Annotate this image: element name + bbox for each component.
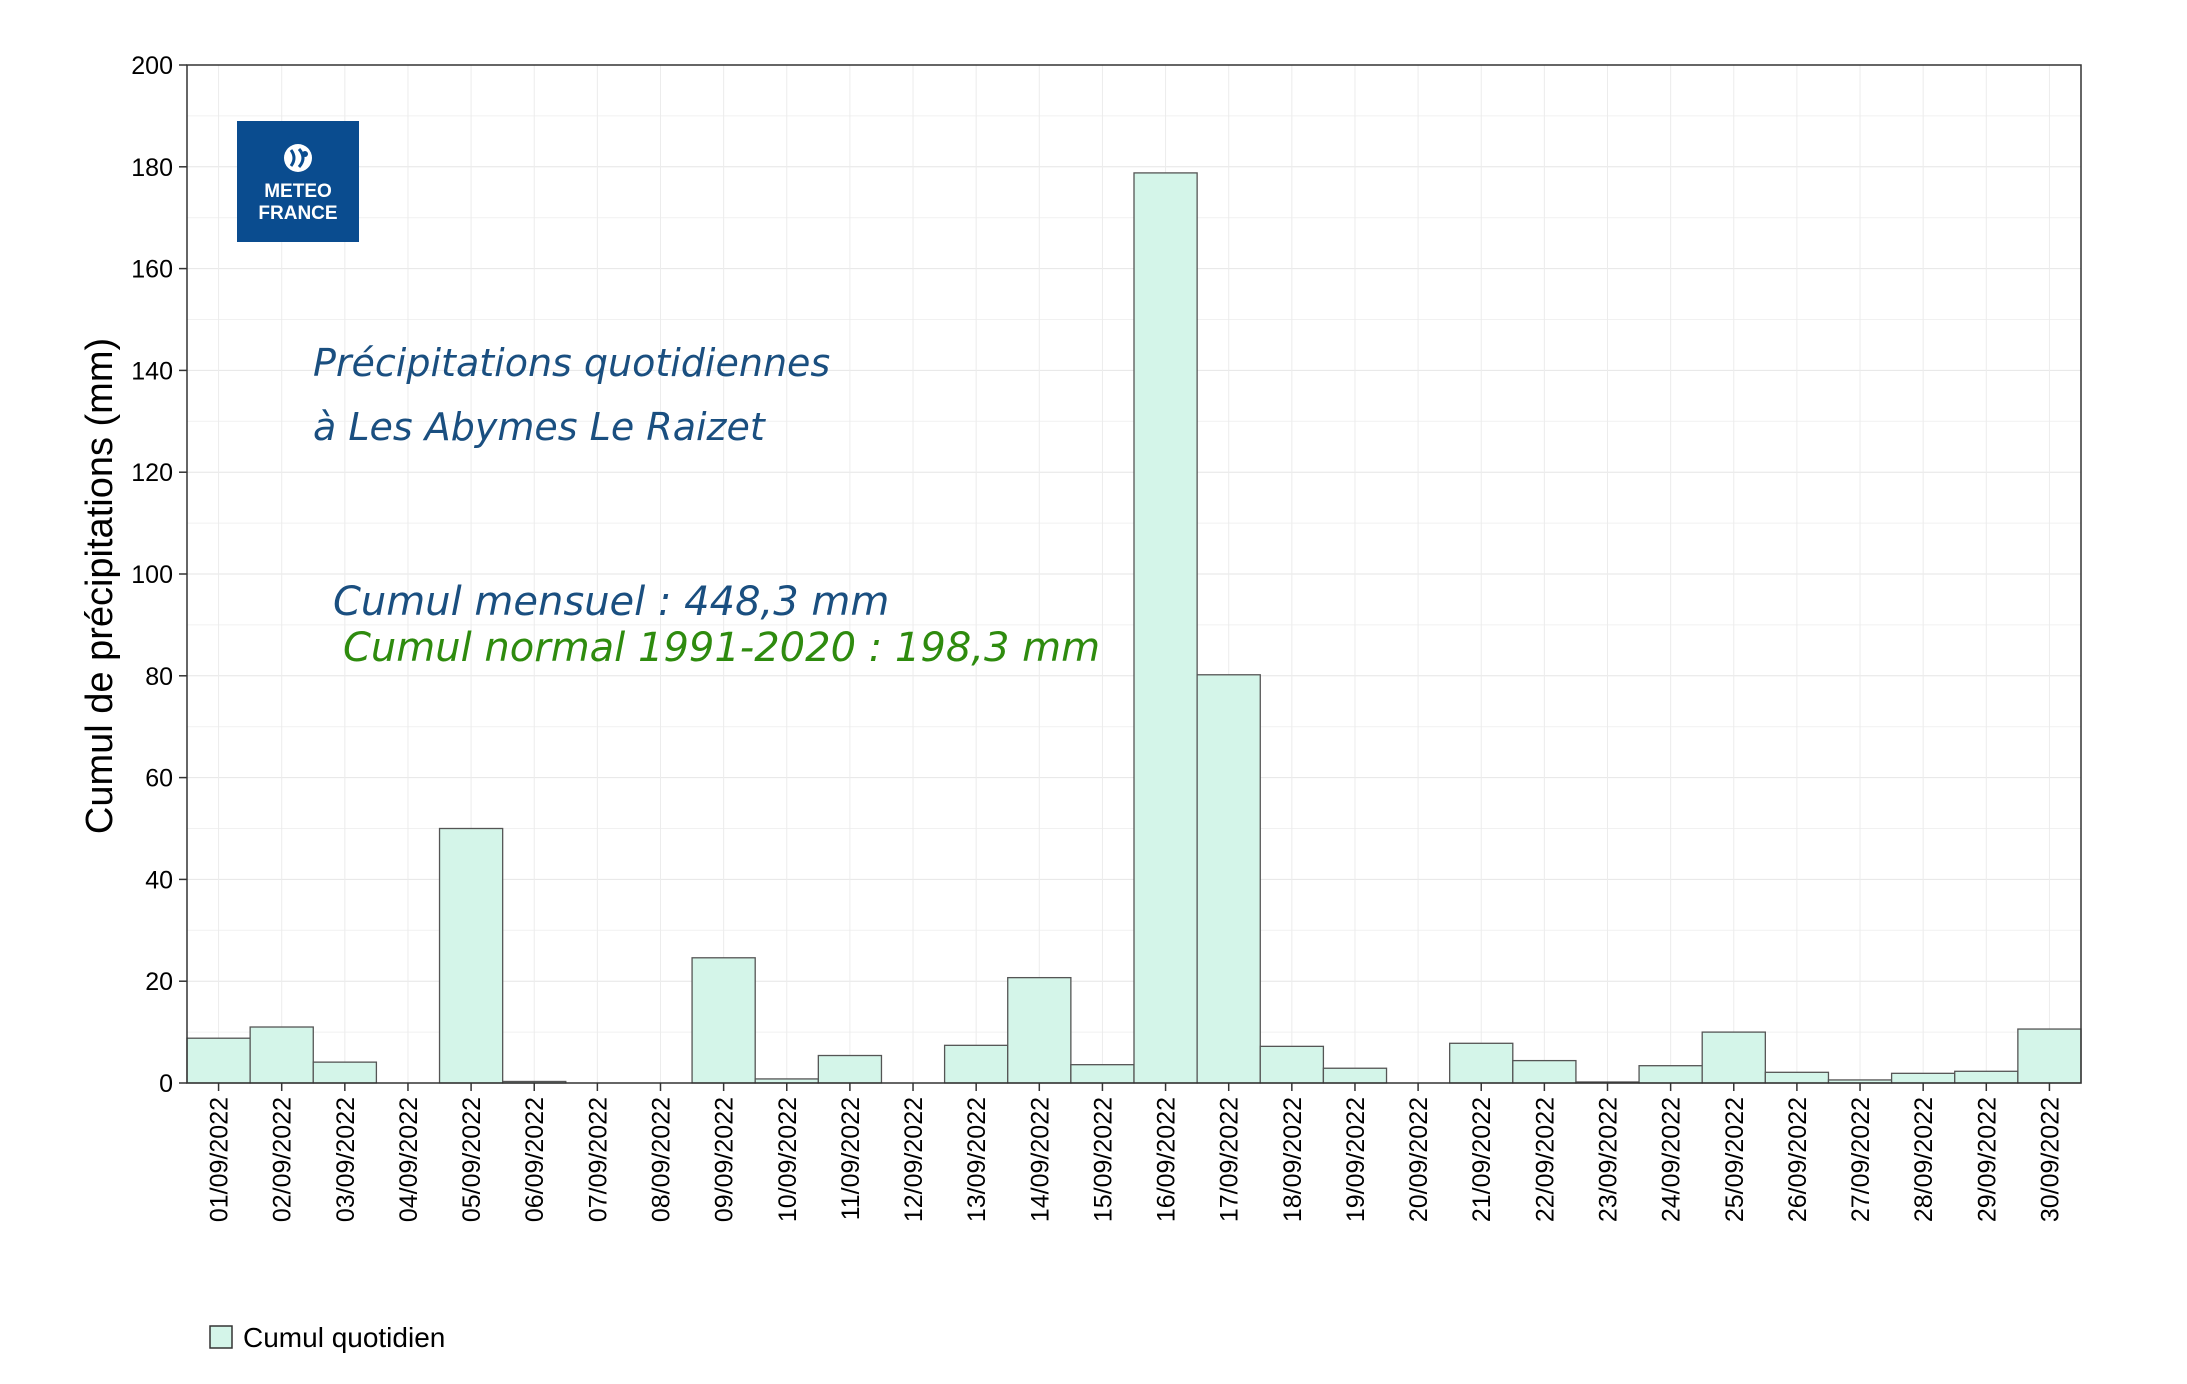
y-tick-label: 20: [145, 968, 173, 996]
bar: [1449, 1042, 1514, 1084]
monthly-total-annotation: Cumul mensuel : 448,3 mm: [333, 579, 889, 625]
y-tick-label: 100: [131, 561, 173, 589]
y-tick-label: 0: [159, 1070, 173, 1098]
bar: [943, 1044, 1009, 1084]
bar: [1196, 674, 1261, 1084]
x-tick-label: 14/09/2022: [1026, 1097, 1054, 1222]
x-axis: 01/09/2022 02/09/2022 03/09/2022 04/09/2022…: [206, 1083, 2064, 1222]
bar: [249, 1026, 314, 1084]
x-tick-label: 24/09/2022: [1658, 1097, 1686, 1222]
x-tick-label: 25/09/2022: [1721, 1097, 1749, 1222]
bar: [1133, 172, 1198, 1084]
meteo-france-emblem-icon: [284, 144, 312, 172]
y-tick-label: 40: [145, 866, 173, 894]
logo-line-2: FRANCE: [258, 203, 337, 224]
x-tick-label: 20/09/2022: [1405, 1097, 1433, 1222]
y-tick-label: 180: [131, 154, 173, 182]
x-tick-label: 21/09/2022: [1468, 1097, 1496, 1222]
x-tick-label: 01/09/2022: [206, 1097, 234, 1222]
x-tick-label: 03/09/2022: [332, 1097, 360, 1222]
x-tick-label: 27/09/2022: [1847, 1097, 1875, 1222]
x-tick-label: 23/09/2022: [1595, 1097, 1623, 1222]
x-tick-label: 16/09/2022: [1153, 1097, 1181, 1222]
bar: [691, 957, 756, 1084]
x-tick-label: 05/09/2022: [458, 1097, 486, 1222]
x-tick-label: 07/09/2022: [584, 1097, 612, 1222]
x-tick-label: 04/09/2022: [395, 1097, 423, 1222]
bar: [1954, 1070, 2019, 1084]
bar: [1638, 1065, 1703, 1084]
x-tick-label: 12/09/2022: [900, 1097, 928, 1222]
bar: [1007, 976, 1072, 1084]
x-tick-label: 13/09/2022: [963, 1097, 991, 1222]
x-tick-label: 11/09/2022: [837, 1097, 865, 1220]
x-tick-label: 30/09/2022: [2036, 1097, 2064, 1222]
y-tick-label: 60: [145, 765, 173, 793]
x-tick-label: 10/09/2022: [774, 1097, 802, 1222]
y-tick-label: 140: [131, 357, 173, 385]
x-tick-label: 08/09/2022: [648, 1097, 676, 1222]
x-tick-label: 17/09/2022: [1216, 1097, 1244, 1222]
x-tick-label: 09/09/2022: [711, 1097, 739, 1222]
x-tick-label: 19/09/2022: [1342, 1097, 1370, 1222]
normal-total-annotation: Cumul normal 1991-2020 : 198,3 mm: [343, 625, 1100, 671]
bar: [186, 1037, 251, 1084]
bar: [1070, 1064, 1135, 1084]
x-tick-label: 28/09/2022: [1910, 1097, 1938, 1222]
y-tick-label: 160: [131, 256, 173, 284]
bar: [1322, 1067, 1388, 1084]
legend-label: Cumul quotidien: [243, 1322, 445, 1353]
bar: [1764, 1071, 1830, 1084]
bar: [2017, 1028, 2082, 1084]
x-tick-label: 26/09/2022: [1784, 1097, 1812, 1222]
x-tick-label: 18/09/2022: [1279, 1097, 1307, 1222]
y-tick-label: 200: [131, 52, 173, 80]
bar: [1512, 1059, 1577, 1084]
legend-swatch: [209, 1325, 233, 1349]
x-tick-label: 29/09/2022: [1973, 1097, 2001, 1222]
y-axis: 0 20 40 60 80 100 120 140 160 180 200: [131, 52, 187, 1098]
x-tick-label: 22/09/2022: [1531, 1097, 1559, 1222]
y-tick-label: 80: [145, 663, 173, 691]
bar: [438, 827, 504, 1084]
x-tick-label: 06/09/2022: [521, 1097, 549, 1222]
meteo-france-logo: METEO FRANCE: [237, 121, 359, 242]
bar: [817, 1054, 883, 1084]
bar: [312, 1061, 378, 1084]
legend: Cumul quotidien: [209, 1322, 445, 1353]
logo-line-1: METEO: [264, 181, 332, 202]
bar: [1890, 1072, 1956, 1084]
chart-subtitle: à Les Abymes Le Raizet: [313, 405, 767, 449]
bar: [1259, 1045, 1325, 1084]
chart-title: Précipitations quotidiennes: [313, 341, 830, 385]
bars: [186, 172, 2082, 1084]
bar: [1701, 1031, 1766, 1084]
y-axis-title: Cumul de précipitations (mm): [79, 338, 121, 834]
y-tick-label: 120: [131, 459, 173, 487]
x-tick-label: 15/09/2022: [1089, 1097, 1117, 1222]
x-tick-label: 02/09/2022: [269, 1097, 297, 1222]
